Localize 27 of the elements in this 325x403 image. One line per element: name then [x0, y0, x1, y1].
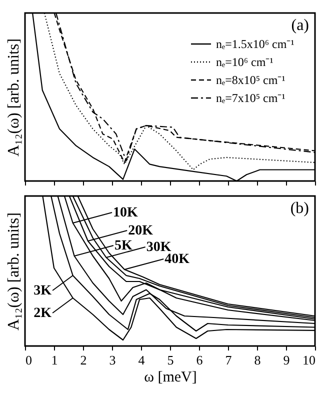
legend-label: nₑ=8x10⁵ cm⁻¹ — [216, 73, 286, 87]
legend-label: nₑ=1.5x10⁶ cm⁻¹ — [216, 37, 295, 51]
x-tick-label: 3 — [109, 352, 116, 368]
x-tick-label: 10 — [302, 352, 316, 368]
x-tick-label: 5 — [167, 352, 174, 368]
x-tick-label: 4 — [138, 352, 146, 368]
annotation: 30K — [146, 240, 172, 255]
annotation: 40K — [164, 252, 190, 267]
x-tick-label: 6 — [196, 352, 204, 368]
annotation: (a) — [291, 17, 309, 34]
x-tick-label: 9 — [283, 352, 290, 368]
x-tick-label: 2 — [80, 352, 87, 368]
annotation: (b) — [290, 200, 309, 217]
annotation: 20K — [128, 224, 154, 238]
annotation: 5K — [114, 238, 132, 254]
legend-label: nₑ=10⁶ cm⁻¹ — [216, 55, 274, 69]
x-tick-label: 7 — [225, 352, 232, 368]
x-tick-label: 1 — [51, 352, 58, 368]
annotation: 10K — [113, 206, 138, 220]
annotation: 3K — [34, 284, 52, 298]
annotation: 2K — [34, 306, 52, 321]
x-axis-title: ω [meV] — [144, 370, 197, 386]
legend-label: nₑ=7x10⁵ cm⁻¹ — [216, 91, 286, 105]
y-axis-title: A₁₂(ω) [arb. units] — [6, 212, 22, 331]
x-tick-label: 0 — [26, 352, 32, 368]
x-tick-label: 8 — [254, 352, 261, 368]
y-axis-title: A₁₂(ω) [arb. units] — [6, 38, 22, 157]
